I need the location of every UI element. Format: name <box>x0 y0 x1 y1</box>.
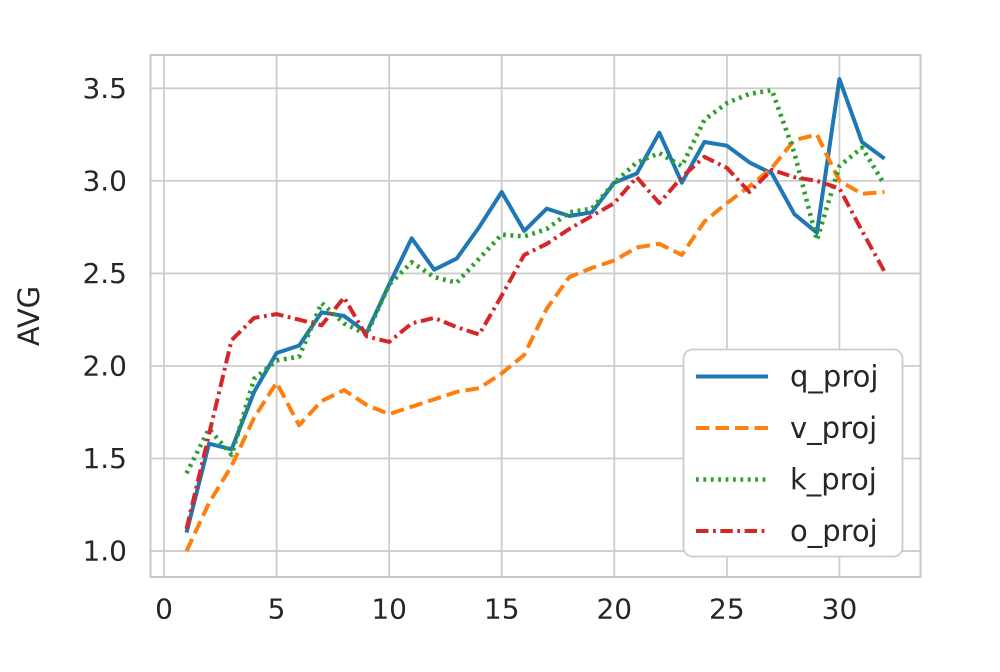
k-proj-line <box>184 87 887 475</box>
y-tick-label: 1.5 <box>82 442 127 475</box>
y-tick-label: 2.5 <box>82 257 127 290</box>
legend-item-label: k_proj <box>790 463 877 497</box>
x-tick-label: 25 <box>709 593 745 626</box>
x-tick-label: 30 <box>822 593 858 626</box>
y-tick-label: 3.5 <box>82 72 127 105</box>
v-proj-line <box>184 132 885 552</box>
x-tick-label: 0 <box>155 593 173 626</box>
y-axis-label: AVG <box>12 286 46 346</box>
data-series <box>184 77 887 552</box>
y-tick-label: 1.0 <box>82 535 127 568</box>
x-tick-labels: 0 5 10 15 20 25 30 <box>155 593 857 626</box>
legend-item-v-proj: v_proj <box>696 411 877 445</box>
x-tick-label: 20 <box>596 593 632 626</box>
o-proj-line <box>184 154 887 530</box>
legend-item-label: v_proj <box>790 411 877 445</box>
y-tick-labels: 1.0 1.5 2.0 2.5 3.0 3.5 <box>82 72 127 568</box>
x-tick-label: 5 <box>268 593 286 626</box>
y-tick-label: 3.0 <box>82 164 127 197</box>
legend-item-q-proj: q_proj <box>696 360 878 394</box>
y-tick-label: 2.0 <box>82 349 127 382</box>
legend-box: q_proj v_proj k_proj o_proj <box>682 348 904 558</box>
legend-item-o-proj: o_proj <box>696 514 878 548</box>
plot-border <box>149 54 922 578</box>
legend-item-k-proj: k_proj <box>696 463 877 497</box>
x-tick-label: 15 <box>484 593 520 626</box>
x-tick-label: 10 <box>371 593 407 626</box>
legend-item-label: o_proj <box>790 514 878 548</box>
legend-border <box>682 348 904 558</box>
legend-item-label: q_proj <box>790 360 878 394</box>
